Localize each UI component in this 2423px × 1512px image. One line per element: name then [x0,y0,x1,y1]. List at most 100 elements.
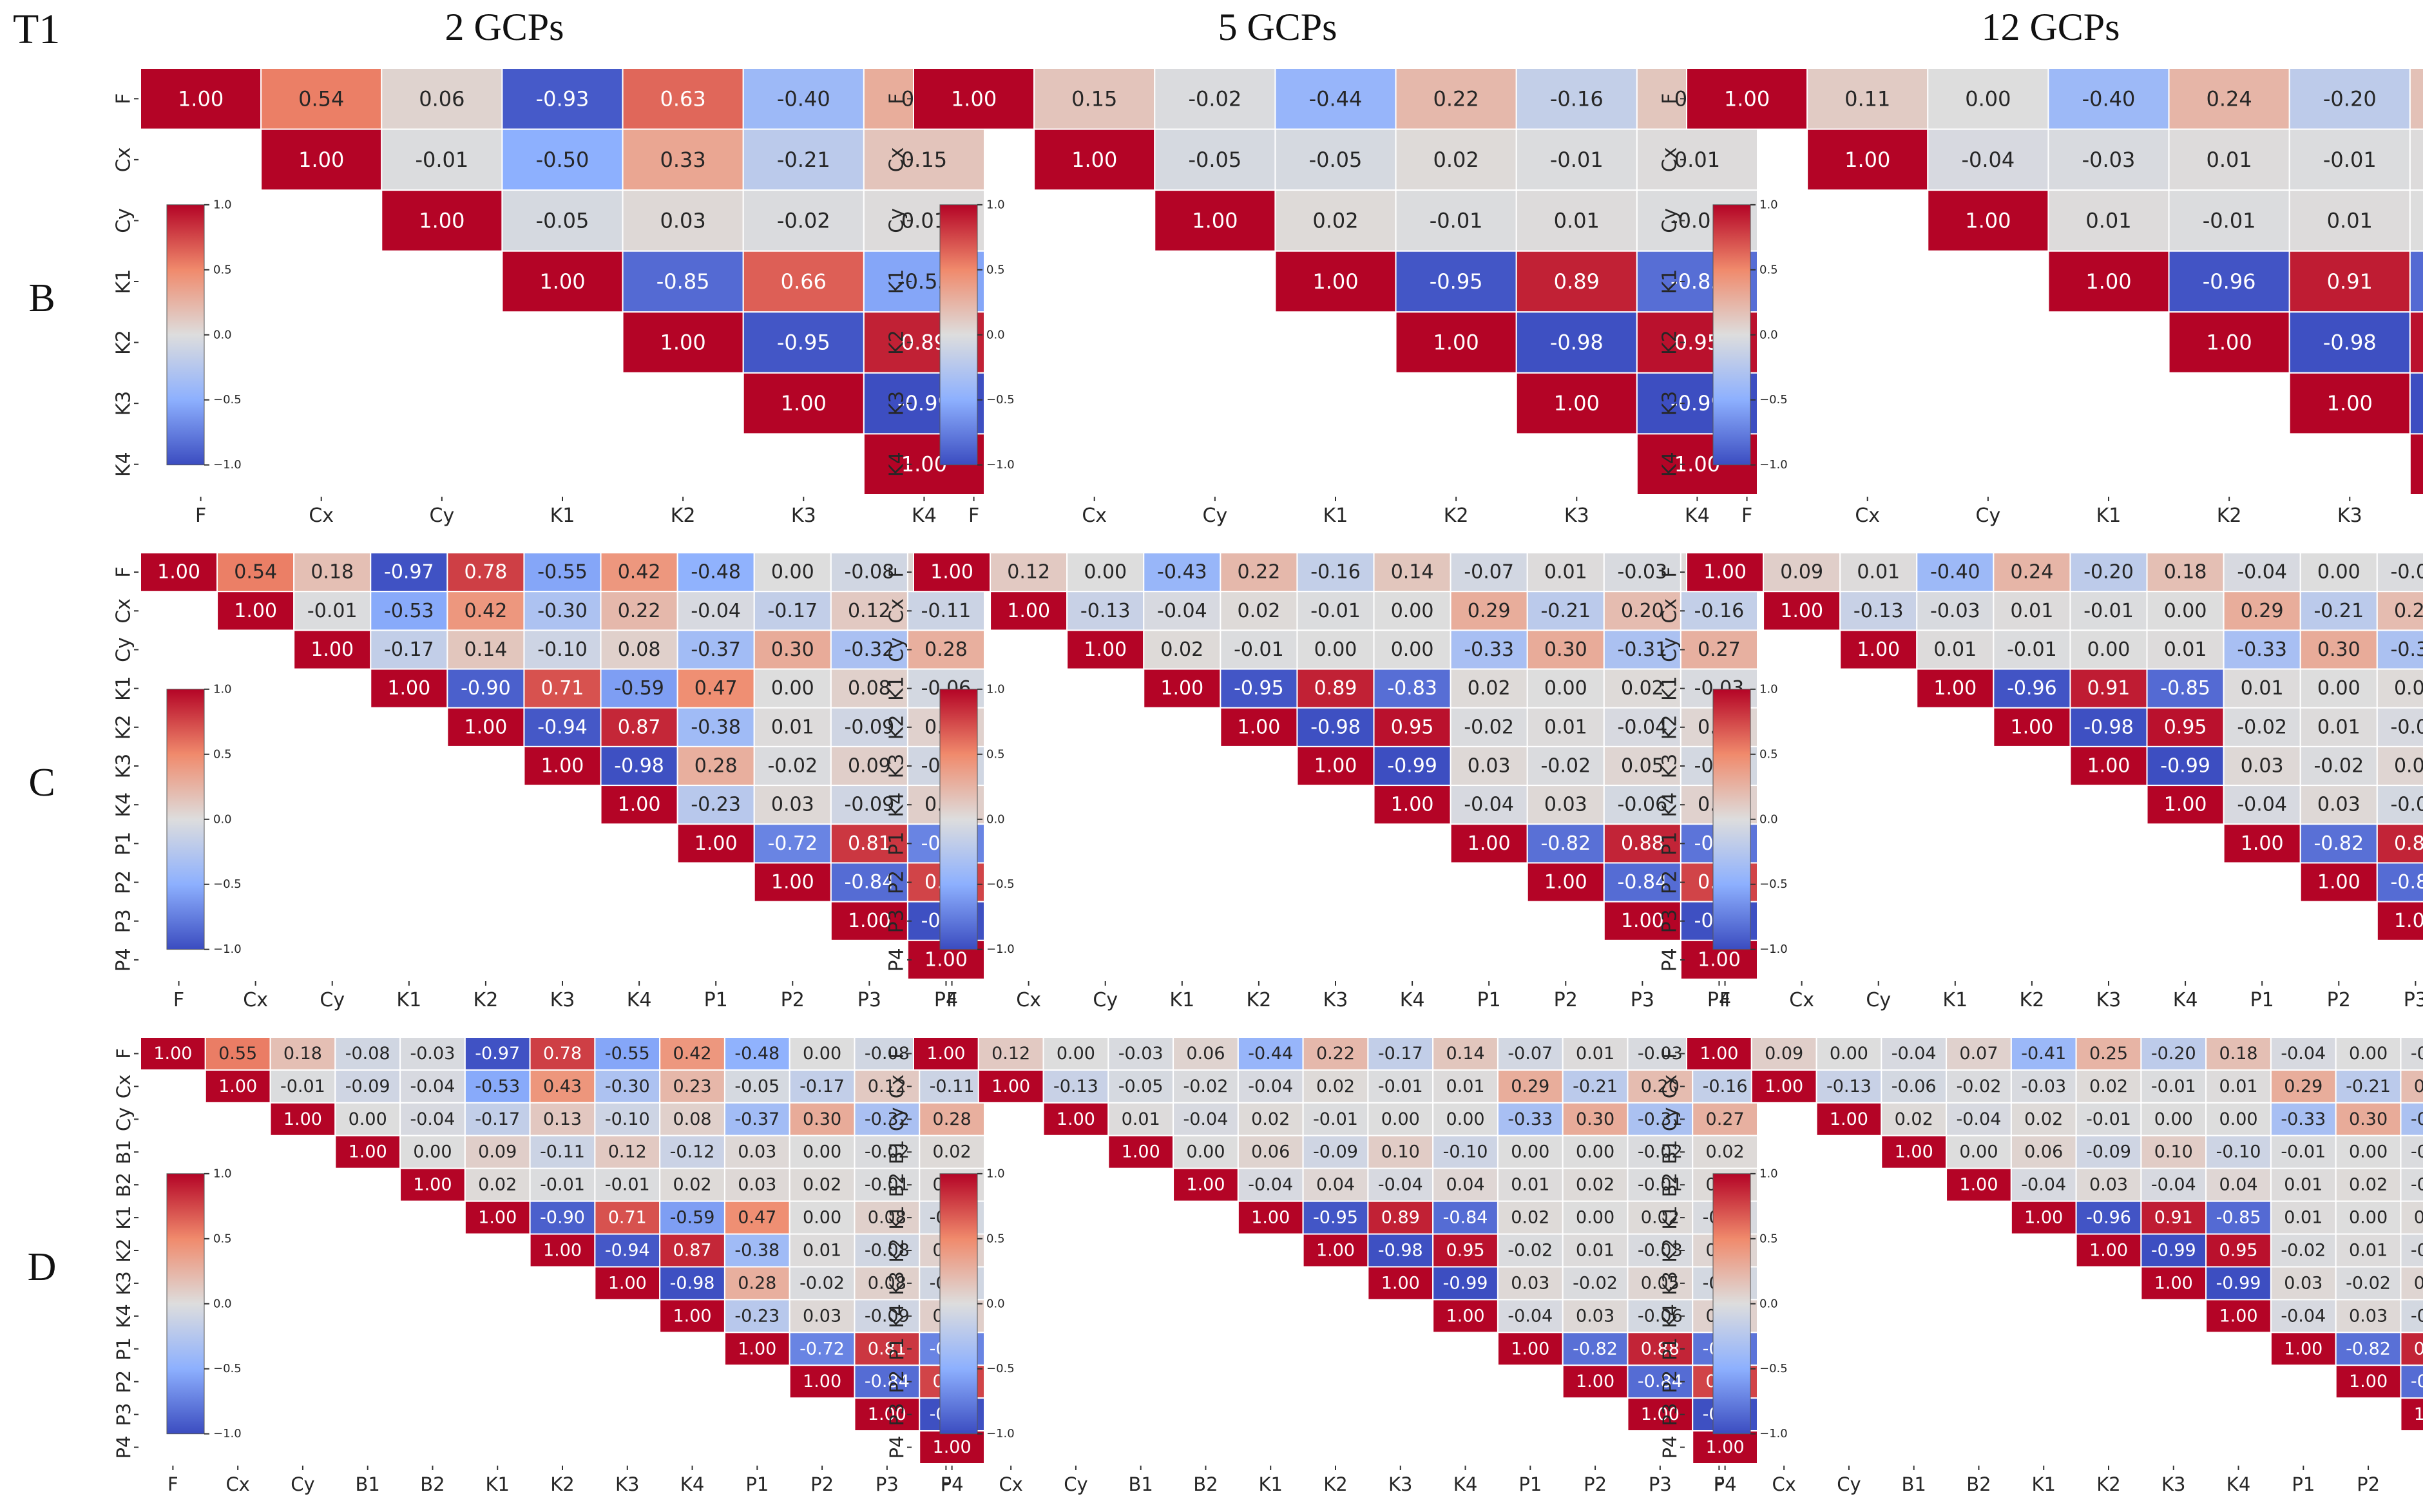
heatmap-cell-b-1 [381,68,503,130]
colorbar-d-3 [1712,1173,1751,1435]
y-tick-label: Cy [1659,1107,1681,1131]
heatmap-cell-c-1 [446,668,525,709]
cell-value-label: -0.08 [345,1044,390,1064]
heatmap-cell-c-1 [830,862,908,903]
heatmap-cell-c-1 [906,629,985,670]
heatmap-cell-c-2 [1526,862,1605,903]
heatmap-cell-b-3 [2409,189,2423,252]
heatmap-cell-d-1 [919,1430,985,1464]
heatmap-cell-c-2 [990,552,1068,593]
cell-value-label: 0.00 [2087,638,2131,661]
cell-value-label: -0.04 [1961,148,2015,172]
cell-value-label: 1.00 [1544,871,1587,894]
cell-value-label: -0.01 [1378,1077,1423,1096]
heatmap-cell-d-2 [913,1037,979,1071]
cell-value-label: 0.88 [2414,1339,2423,1359]
heatmap-cell-c-1 [830,901,908,941]
heatmap-cell-b-3 [1927,128,2049,191]
heatmap-cell-d-1 [334,1134,401,1169]
heatmap-cell-d-3 [1750,1069,1817,1104]
heatmap-cell-d-3 [1946,1037,2012,1071]
cell-value-label: 0.02 [2414,1208,2423,1228]
cell-value-label: -0.31 [2391,638,2423,661]
y-tick-label: Cx [886,148,908,173]
heatmap-cell-d-3 [2205,1134,2272,1169]
x-tick-label: K3 [550,989,575,1011]
colorbar-tick-label: −0.5 [986,393,1015,407]
cell-value-label: 0.09 [478,1142,517,1162]
heatmap-cell-d-3 [2140,1037,2207,1071]
cell-value-label: 0.25 [2089,1044,2128,1064]
y-tick-label: K1 [113,676,135,701]
cell-value-label: -0.02 [777,208,830,233]
x-tick-label: K1 [1942,989,1968,1011]
heatmap-cell-d-2 [1367,1069,1434,1104]
cell-value-label: -0.85 [2216,1208,2261,1228]
y-tick-label: Cy [886,637,908,662]
heatmap-cell-c-2 [1296,745,1375,787]
heatmap-cell-c-2 [1603,862,1681,903]
x-tick-label: Cy [1203,504,1228,527]
cell-value-label: 1.00 [803,1372,841,1392]
heatmap-cell-b-3 [2288,189,2411,252]
heatmap-cell-c-3 [2299,552,2378,593]
heatmap-cell-d-3 [2335,1167,2402,1202]
heatmap-cell-c-3 [2376,552,2423,593]
heatmap-cell-d-3 [2140,1167,2207,1202]
cell-value-label: -0.08 [865,1241,910,1261]
y-tick-label: P2 [1659,870,1681,894]
heatmap-cell-c-3 [2146,745,2225,787]
cell-value-label: 0.00 [1965,86,2011,111]
cell-value-label: 0.00 [1391,600,1434,622]
cell-value-label: 0.33 [660,148,706,172]
cell-value-label: 0.20 [2414,1077,2423,1096]
cell-value-label: -0.16 [1703,1077,1748,1096]
x-tick-label: Cx [999,1473,1022,1495]
cell-value-label: -0.01 [1234,638,1284,661]
heatmap-cell-b-3 [2047,68,2170,130]
cell-value-label: 1.00 [543,1241,582,1261]
cell-value-label: 0.03 [2349,1306,2388,1326]
cell-value-label: 1.00 [2284,1339,2322,1359]
cell-value-label: 0.20 [1621,600,1664,622]
heatmap-cell-d-1 [594,1037,661,1071]
cell-value-label: 1.00 [673,1306,711,1326]
cell-value-label: -0.03 [2082,148,2136,172]
cell-value-label: -0.95 [777,330,830,355]
cell-value-label: 0.00 [2154,1109,2193,1129]
heatmap-cell-d-1 [789,1200,856,1235]
y-tick-label: P4 [886,948,908,971]
colorbar-b-3 [1712,204,1751,466]
cell-value-label: 0.24 [2011,561,2054,584]
x-tick-label: K3 [1388,1473,1412,1495]
heatmap-cell-c-2 [1296,552,1375,593]
colorbar-c-1 [166,689,205,950]
y-tick-label: K3 [886,1271,908,1295]
cell-value-label: -0.82 [1573,1339,1618,1359]
cell-value-label: -0.01 [307,600,358,622]
colorbar-tick-label: 0.0 [213,328,232,341]
cell-value-label: -0.38 [734,1241,780,1261]
x-tick-label: K3 [791,504,816,527]
y-tick-label: K3 [113,391,135,416]
x-tick-label: F [1714,1473,1725,1495]
cell-value-label: -0.04 [1248,1077,1293,1096]
cell-value-label: 0.01 [2011,600,2054,622]
cell-value-label: 0.00 [1391,638,1434,661]
cell-value-label: -0.96 [2203,269,2256,294]
heatmap-cell-c-3 [1993,591,2071,631]
column-title-5-gcps: 5 GCPs [1218,6,1337,48]
cell-value-label: 0.05 [1641,1273,1680,1293]
cell-value-label: 0.18 [311,561,354,584]
cell-value-label: 0.03 [738,1175,776,1195]
cell-value-label: 1.00 [2327,391,2373,416]
cell-value-label: 0.47 [694,677,738,700]
heatmap-cell-d-3 [2205,1069,2272,1104]
cell-value-label: 1.00 [2394,910,2423,932]
y-tick-label: Cx [1659,1075,1681,1098]
cell-value-label: -0.41 [2021,1044,2066,1064]
heatmap-cell-c-2 [1450,629,1528,670]
cell-value-label: 0.89 [1554,269,1600,294]
y-tick-label: F [113,1048,135,1059]
cell-value-label: 1.00 [1641,1404,1680,1424]
